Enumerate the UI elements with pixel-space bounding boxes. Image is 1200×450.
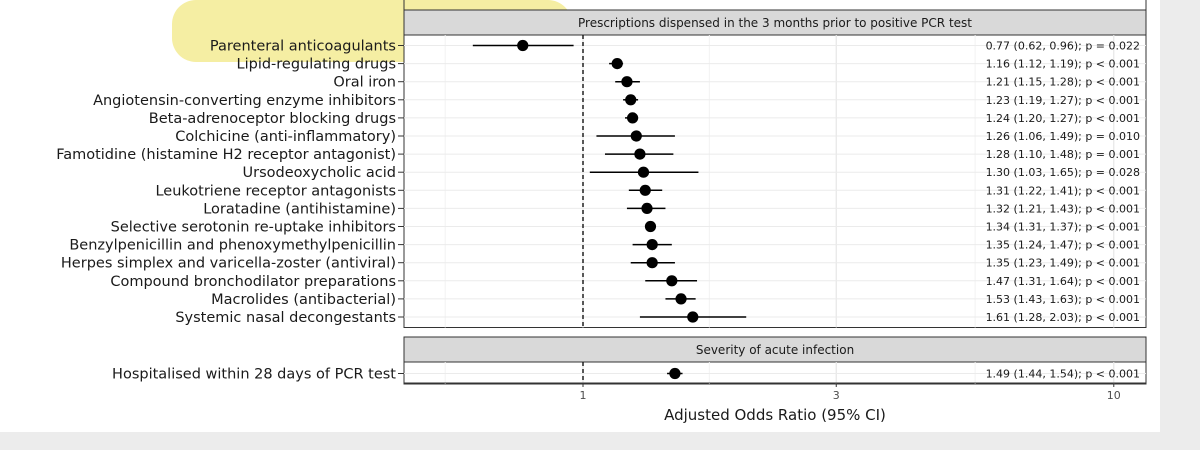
estimate-annotation: 1.47 (1.31, 1.64); p < 0.001: [986, 275, 1140, 288]
point-estimate: [611, 58, 623, 70]
estimate-annotation: 1.35 (1.24, 1.47); p < 0.001: [986, 239, 1140, 252]
category-label: Angiotensin-converting enzyme inhibitors: [93, 93, 396, 109]
forest-row: Hospitalised within 28 days of PCR test 1…: [112, 367, 1140, 383]
panel-strip-title: Severity of acute infection: [696, 343, 854, 357]
estimate-annotation: 1.24 (1.20, 1.27); p < 0.001: [986, 112, 1140, 125]
category-label: Parenteral anticoagulants: [210, 39, 396, 55]
estimate-annotation: 1.28 (1.10, 1.48); p = 0.001: [986, 148, 1140, 161]
forest-row: Lipid-regulating drugs 1.16 (1.12, 1.19);…: [237, 57, 1140, 73]
x-axis-title: Adjusted Odds Ratio (95% CI): [664, 406, 886, 424]
forest-row: Compound bronchodilator preparations 1.47…: [110, 274, 1140, 290]
category-label: Colchicine (anti-inflammatory): [175, 129, 396, 145]
panel-strip-title: Prescriptions dispensed in the 3 months …: [578, 16, 972, 30]
category-label: Benzylpenicillin and phenoxymethylpenici…: [69, 238, 396, 254]
forest-row: Selective serotonin re-uptake inhibitors…: [111, 220, 1140, 236]
point-estimate: [646, 239, 658, 251]
category-label: Macrolides (antibacterial): [211, 292, 396, 308]
panel-strip: [403, 9, 1147, 36]
panel-strip: [403, 336, 1147, 363]
point-estimate: [621, 76, 633, 88]
panel-1: Prescriptions dispensed in the 3 months …: [56, 9, 1147, 328]
category-label: Lipid-regulating drugs: [237, 57, 396, 73]
forest-row: Famotidine (histamine H2 receptor antago…: [56, 147, 1140, 163]
point-estimate: [625, 94, 637, 106]
x-tick-label: 1: [580, 389, 587, 402]
panel-2: Severity of acute infection Hospitalised …: [112, 336, 1147, 385]
estimate-annotation: 1.32 (1.21, 1.43); p < 0.001: [986, 202, 1140, 215]
point-estimate: [644, 220, 657, 233]
category-label: Compound bronchodilator preparations: [110, 274, 396, 290]
estimate-annotation: 1.61 (1.28, 2.03); p < 0.001: [986, 311, 1140, 324]
point-estimate: [634, 148, 646, 160]
forest-row: Beta-adrenoceptor blocking drugs 1.24 (1.…: [149, 111, 1140, 127]
estimate-annotation: 1.31 (1.22, 1.41); p < 0.001: [986, 184, 1140, 197]
point-estimate: [639, 184, 651, 196]
point-estimate: [666, 275, 678, 287]
forest-row: Systemic nasal decongestants 1.61 (1.28, …: [175, 310, 1140, 326]
estimate-annotation: 0.77 (0.62, 0.96); p = 0.022: [986, 40, 1140, 53]
forest-row: Loratadine (antihistamine) 1.32 (1.21, 1.…: [203, 201, 1140, 217]
category-label: Herpes simplex and varicella-zoster (ant…: [61, 256, 396, 272]
category-label: Famotidine (histamine H2 receptor antago…: [56, 147, 396, 163]
point-estimate: [641, 202, 653, 214]
point-estimate: [669, 367, 681, 380]
category-label: Beta-adrenoceptor blocking drugs: [149, 111, 396, 127]
point-estimate: [637, 166, 650, 178]
point-estimate: [675, 293, 687, 305]
point-estimate: [687, 311, 699, 323]
point-estimate: [626, 112, 639, 124]
category-label: Ursodeoxycholic acid: [243, 165, 396, 181]
page-background: Prescriptions dispensed in the 3 months …: [0, 0, 1160, 432]
estimate-annotation: 1.21 (1.15, 1.28); p < 0.001: [986, 76, 1140, 89]
estimate-annotation: 1.35 (1.23, 1.49); p < 0.001: [986, 257, 1140, 270]
x-tick-label: 10: [1107, 389, 1121, 402]
forest-plot: Prescriptions dispensed in the 3 months …: [56, 0, 1147, 424]
forest-row: Oral iron 1.21 (1.15, 1.28); p < 0.001: [333, 75, 1140, 91]
estimate-annotation: 1.16 (1.12, 1.19); p < 0.001: [986, 58, 1140, 71]
forest-row: Herpes simplex and varicella-zoster (ant…: [61, 256, 1140, 272]
forest-row: Macrolides (antibacterial) 1.53 (1.43, 1.…: [211, 292, 1140, 308]
category-label: Systemic nasal decongestants: [175, 310, 396, 326]
category-label: Selective serotonin re-uptake inhibitors: [111, 220, 396, 236]
estimate-annotation: 1.34 (1.31, 1.37); p < 0.001: [986, 221, 1140, 234]
estimate-annotation: 1.53 (1.43, 1.63); p < 0.001: [986, 293, 1140, 306]
category-label: Leukotriene receptor antagonists: [155, 183, 396, 199]
estimate-annotation: 1.49 (1.44, 1.54); p < 0.001: [986, 368, 1140, 381]
category-label: Hospitalised within 28 days of PCR test: [112, 367, 396, 383]
category-label: Loratadine (antihistamine): [203, 201, 396, 217]
forest-row: Colchicine (anti-inflammatory) 1.26 (1.06…: [175, 129, 1140, 145]
panel-body: [403, 34, 1147, 328]
estimate-annotation: 1.30 (1.03, 1.65); p = 0.028: [986, 166, 1140, 179]
forest-row: Ursodeoxycholic acid 1.30 (1.03, 1.65); p…: [243, 165, 1140, 181]
estimate-annotation: 1.26 (1.06, 1.49); p = 0.010: [986, 130, 1140, 143]
forest-row: Angiotensin-converting enzyme inhibitors…: [93, 93, 1140, 109]
estimate-annotation: 1.23 (1.19, 1.27); p < 0.001: [986, 94, 1140, 107]
point-estimate: [517, 39, 529, 52]
forest-row: Benzylpenicillin and phenoxymethylpenici…: [69, 238, 1140, 254]
point-estimate: [646, 257, 658, 269]
forest-row: Leukotriene receptor antagonists 1.31 (1.…: [155, 183, 1140, 199]
category-label: Oral iron: [333, 75, 396, 91]
x-tick-label: 3: [833, 389, 840, 402]
forest-row: Parenteral anticoagulants 0.77 (0.62, 0.9…: [210, 39, 1140, 55]
point-estimate: [630, 130, 642, 142]
